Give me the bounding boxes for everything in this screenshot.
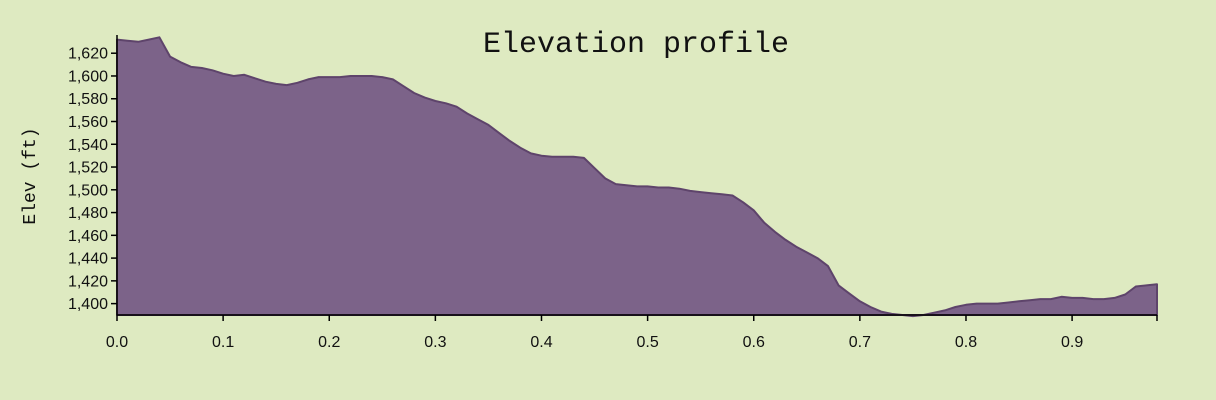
y-tick-label: 1,620 [68, 46, 108, 63]
x-tick-label: 0.2 [318, 334, 340, 351]
x-tick-label: 0.4 [530, 334, 552, 351]
y-tick-label: 1,580 [68, 91, 108, 108]
y-tick-label: 1,480 [68, 205, 108, 222]
y-axis-label: Elev (ft) [21, 127, 41, 224]
y-tick-label: 1,540 [68, 137, 108, 154]
y-tick-label: 1,560 [68, 114, 108, 131]
x-tick-label: 0.9 [1061, 334, 1083, 351]
x-tick-label: 0.3 [424, 334, 446, 351]
y-tick-label: 1,520 [68, 160, 108, 177]
y-tick-label: 1,420 [68, 273, 108, 290]
x-tick-label: 0.7 [849, 334, 871, 351]
x-tick-label: 0.1 [212, 334, 234, 351]
x-tick-label: 0.6 [743, 334, 765, 351]
plot-area [116, 36, 1158, 318]
y-tick-label: 1,460 [68, 228, 108, 245]
y-tick-label: 1,500 [68, 182, 108, 199]
y-tick-label: 1,440 [68, 251, 108, 268]
chart-title: Elevation profile [483, 28, 789, 62]
x-tick-label: 0.8 [955, 334, 977, 351]
y-tick-label: 1,600 [68, 68, 108, 85]
x-tick-label: 0.0 [106, 334, 128, 351]
y-axis: 1,400 1,420 1,440 1,460 1,480 1,500 1,520 1,540… [68, 35, 118, 315]
x-tick-label: 0.5 [636, 334, 658, 351]
elevation-area [116, 36, 1158, 318]
y-tick-label: 1,400 [68, 296, 108, 313]
x-axis: 0.0 0.1 0.2 0.3 0.4 0.5 0.6 0.7 0.8 0.9 [106, 314, 1158, 351]
